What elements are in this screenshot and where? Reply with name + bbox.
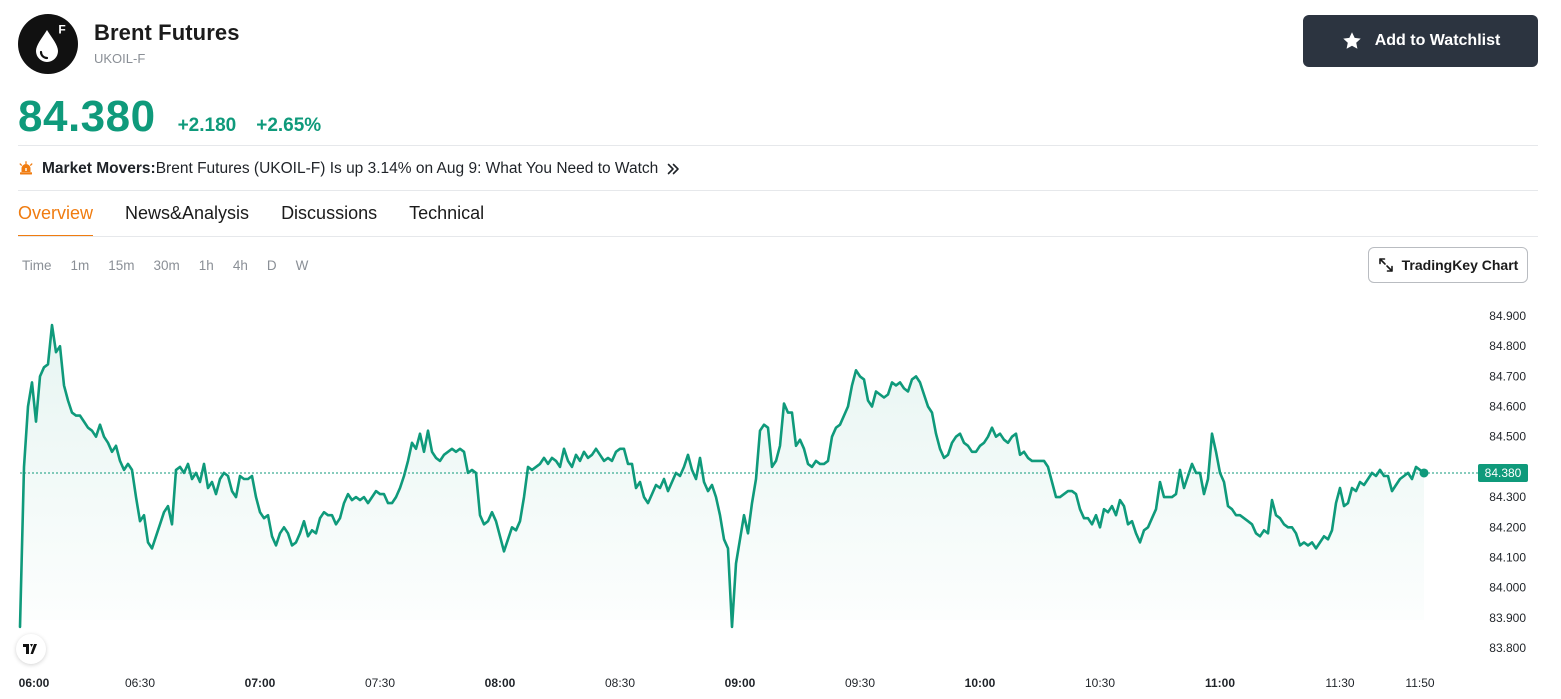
divider — [18, 236, 1538, 237]
interval-1m[interactable]: 1m — [70, 258, 90, 273]
alarm-icon — [18, 161, 34, 177]
x-tick-label: 09:00 — [725, 676, 756, 690]
tradingview-logo-icon[interactable] — [16, 634, 46, 664]
x-tick-label: 11:00 — [1205, 676, 1235, 690]
interval-15m[interactable]: 15m — [108, 258, 135, 273]
y-tick-label: 84.800 — [1489, 339, 1526, 353]
x-tick-label: 10:30 — [1085, 676, 1115, 690]
x-tick-label: 10:00 — [965, 676, 996, 690]
interval-30m[interactable]: 30m — [153, 258, 180, 273]
last-price-dot — [1419, 468, 1429, 478]
divider — [18, 190, 1538, 191]
tradingkey-chart-label: TradingKey Chart — [1401, 257, 1519, 273]
add-to-watchlist-label: Add to Watchlist — [1374, 32, 1501, 49]
x-tick-label: 11:50 — [1405, 676, 1434, 690]
instrument-header: F Brent Futures UKOIL-F Add to Watchlist — [18, 11, 1538, 74]
divider — [18, 145, 1538, 146]
tab-overview[interactable]: Overview — [18, 200, 94, 237]
logo-letter: F — [58, 23, 65, 37]
y-tick-label: 83.900 — [1489, 611, 1526, 625]
x-tick-label: 11:30 — [1325, 676, 1354, 690]
interval-1h[interactable]: 1h — [198, 258, 214, 273]
y-tick-label: 84.700 — [1489, 369, 1526, 383]
y-tick-label: 83.800 — [1489, 641, 1526, 655]
price-change-percent: +2.65% — [256, 115, 322, 136]
x-tick-label: 08:00 — [485, 676, 516, 690]
last-price-tag-label: 84.380 — [1485, 466, 1522, 480]
x-axis: 06:00 06:30 07:00 07:30 08:00 08:30 09:00 09:30… — [19, 676, 1435, 690]
interval-time[interactable]: Time — [22, 258, 52, 273]
x-tick-label: 06:00 — [19, 676, 50, 690]
y-tick-label: 84.500 — [1489, 430, 1526, 444]
interval-d[interactable]: D — [266, 258, 277, 273]
instrument-title: Brent Futures — [94, 20, 240, 45]
x-tick-label: 06:30 — [125, 676, 155, 690]
instrument-ticker: UKOIL-F — [94, 51, 146, 66]
tab-news-analysis[interactable]: News&Analysis — [125, 203, 250, 223]
interval-w[interactable]: W — [295, 258, 309, 273]
y-tick-label: 84.300 — [1489, 490, 1526, 504]
y-axis: 84.900 84.800 84.700 84.600 84.500 84.300 84.2… — [1489, 309, 1526, 655]
last-price-tag — [1478, 463, 1528, 482]
market-movers-text: Brent Futures (UKOIL-F) Is up 3.14% on A… — [155, 160, 659, 177]
tradingkey-chart-button[interactable]: TradingKey Chart — [1368, 247, 1528, 283]
expand-icon — [1378, 257, 1394, 273]
tab-discussions[interactable]: Discussions — [281, 203, 378, 223]
add-to-watchlist-button[interactable]: Add to Watchlist — [1303, 15, 1538, 67]
double-chevron-right-icon — [666, 162, 680, 176]
price-chart[interactable]: 84.900 84.800 84.700 84.600 84.500 84.300 84.2… — [0, 290, 1561, 699]
quote-row: 84.380 +2.180 +2.65% — [18, 92, 321, 144]
price-area-fill — [20, 325, 1424, 627]
price-line — [18, 323, 1426, 629]
interval-selector: Time 1m 15m 30m 1h 4h D W — [22, 258, 327, 273]
x-tick-label: 07:00 — [245, 676, 276, 690]
interval-4h[interactable]: 4h — [232, 258, 248, 273]
oil-drop-icon: F — [36, 21, 70, 62]
market-movers-label: Market Movers: — [42, 160, 156, 177]
y-tick-label: 84.000 — [1489, 581, 1526, 595]
market-movers-banner[interactable]: Market Movers: Brent Futures (UKOIL-F) I… — [18, 158, 680, 180]
tab-technical[interactable]: Technical — [409, 203, 485, 223]
x-tick-label: 08:30 — [605, 676, 635, 690]
y-tick-label: 84.200 — [1489, 520, 1526, 534]
star-icon — [1341, 30, 1363, 52]
price-change: +2.180 — [177, 115, 237, 136]
x-tick-label: 07:30 — [365, 676, 395, 690]
y-tick-label: 84.100 — [1489, 550, 1526, 564]
tab-bar: Overview News&Analysis Discussions Techn… — [18, 200, 516, 237]
last-price: 84.380 — [18, 92, 156, 141]
oil-drop-logo: F — [18, 14, 78, 74]
x-tick-label: 09:30 — [845, 676, 875, 690]
y-tick-label: 84.900 — [1489, 309, 1526, 323]
y-tick-label: 84.600 — [1489, 400, 1526, 414]
